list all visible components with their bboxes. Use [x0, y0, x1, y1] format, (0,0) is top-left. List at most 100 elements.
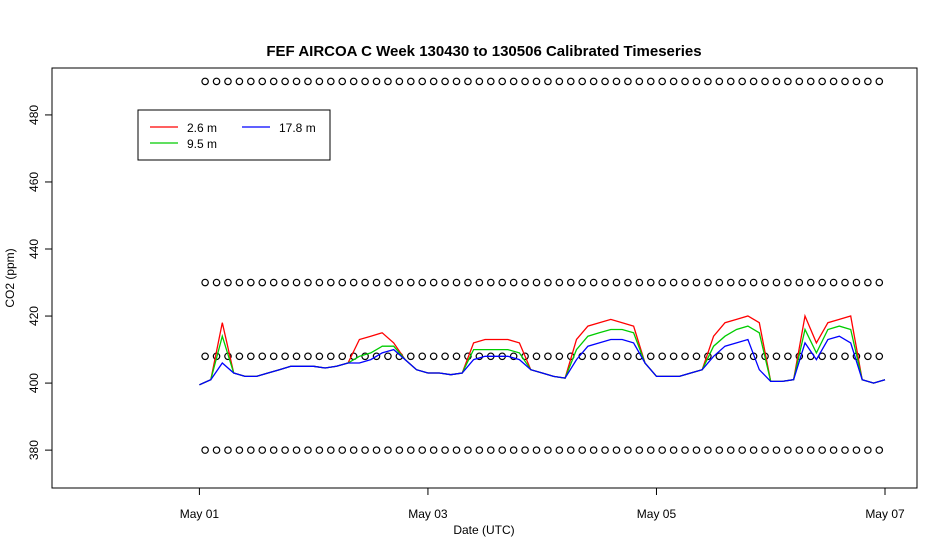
calibration-point [715, 446, 724, 454]
legend-label: 2.6 m [187, 121, 217, 135]
calibration-point [829, 352, 838, 361]
calibration-point [715, 352, 724, 361]
calibration-point [429, 446, 438, 454]
calibration-point [532, 446, 541, 454]
legend-box [137, 109, 331, 161]
calibration-point [315, 278, 324, 287]
calibration-point [589, 77, 598, 86]
calibration-point [338, 352, 347, 361]
calibration-point [578, 446, 586, 454]
calibration-point [452, 352, 461, 361]
legend-label: 17.8 m [279, 121, 316, 135]
calibration-point [544, 278, 552, 287]
calibration-point [235, 446, 244, 454]
calibration-point [498, 446, 507, 454]
calibration-point [247, 278, 255, 287]
calibration-point [418, 352, 427, 361]
calibration-point [555, 278, 564, 287]
calibration-point [304, 446, 312, 454]
calibration-point [452, 446, 461, 454]
calibration-point [578, 278, 586, 287]
calibration-point [521, 446, 529, 454]
series-line [199, 325, 886, 386]
calibration-point [406, 446, 415, 454]
calibration-point [566, 77, 575, 86]
calibration-point [864, 446, 872, 454]
calibration-point [589, 278, 598, 287]
calibration-point [646, 278, 655, 287]
x-tick-label: May 03 [408, 507, 448, 521]
calibration-point [749, 77, 758, 86]
calibration-point [292, 446, 301, 454]
calibration-point [864, 352, 872, 361]
calibration-point [806, 77, 815, 86]
calibration-point [601, 77, 609, 86]
calibration-point [635, 278, 644, 287]
calibration-point [486, 77, 495, 86]
calibration-point [544, 77, 552, 86]
calibration-point [578, 77, 586, 86]
y-tick-label: 380 [27, 440, 41, 460]
calibration-point [292, 278, 301, 287]
calibration-point [566, 446, 575, 454]
calibration-point [829, 446, 838, 454]
calibration-point [681, 446, 689, 454]
calibration-point [669, 278, 678, 287]
calibration-point [795, 446, 804, 454]
calibration-point [509, 352, 518, 361]
calibration-point [646, 352, 655, 361]
calibration-point [269, 278, 278, 287]
calibration-point [761, 77, 769, 86]
calibration-point [349, 278, 358, 287]
calibration-point [509, 446, 518, 454]
calibration-point [247, 446, 255, 454]
calibration-point [864, 278, 872, 287]
calibration-point [726, 278, 735, 287]
calibration-point [669, 77, 678, 86]
calibration-point [429, 77, 438, 86]
calibration-point [395, 446, 404, 454]
calibration-point [875, 446, 884, 454]
calibration-point [726, 77, 735, 86]
calibration-point [247, 352, 255, 361]
calibration-point [475, 77, 484, 86]
x-axis-title: Date (UTC) [453, 523, 514, 537]
calibration-point [806, 278, 815, 287]
calibration-point [475, 446, 484, 454]
calibration-point [384, 77, 392, 86]
calibration-point [738, 352, 746, 361]
calibration-point [441, 77, 449, 86]
calibration-point [555, 77, 564, 86]
calibration-point [555, 352, 564, 361]
calibration-point [384, 446, 392, 454]
calibration-point [235, 278, 244, 287]
calibration-point [601, 446, 609, 454]
calibration-point [635, 446, 644, 454]
series-line [199, 335, 886, 386]
calibration-point [235, 77, 244, 86]
calibration-point [681, 352, 689, 361]
calibration-point [315, 446, 324, 454]
calibration-point [875, 278, 884, 287]
calibration-point [258, 77, 267, 86]
calibration-point [212, 278, 221, 287]
calibration-point [544, 352, 552, 361]
calibration-point [201, 352, 209, 361]
calibration-point [772, 77, 781, 86]
calibration-point [269, 352, 278, 361]
calibration-point [258, 352, 267, 361]
calibration-point [361, 446, 369, 454]
calibration-point [338, 77, 347, 86]
calibration-point [498, 77, 507, 86]
calibration-point [738, 77, 746, 86]
calibration-point [795, 278, 804, 287]
calibration-point [304, 278, 312, 287]
calibration-point [441, 446, 449, 454]
calibration-point [749, 278, 758, 287]
calibration-point [372, 352, 381, 361]
calibration-point [327, 352, 335, 361]
y-tick-label: 460 [27, 172, 41, 192]
calibration-point [669, 352, 678, 361]
calibration-point [761, 446, 769, 454]
calibration-point [349, 77, 358, 86]
